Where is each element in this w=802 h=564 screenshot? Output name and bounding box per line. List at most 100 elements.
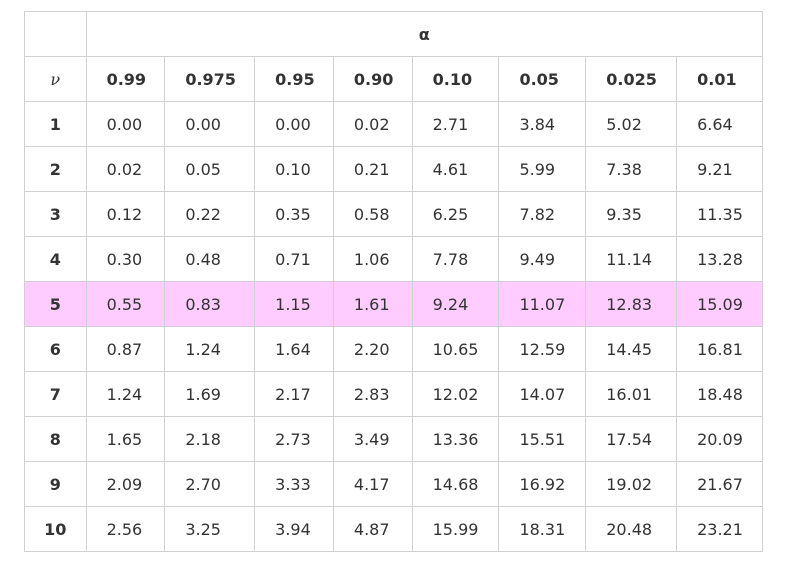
table-cell: 14.45	[585, 326, 678, 372]
table-cell: 2.20	[332, 326, 413, 372]
table-cell: 20.48	[585, 506, 678, 552]
table-cell: 11.14	[585, 236, 678, 282]
table-cell: 15.51	[498, 416, 587, 462]
row-label: 4	[24, 236, 87, 282]
table-cell: 7.78	[411, 236, 500, 282]
table-cell: 16.92	[498, 461, 587, 507]
table-cell: 2.09	[85, 461, 166, 507]
table-cell: 2.71	[411, 101, 500, 147]
table-row: 5 0.55 0.83 1.15 1.61 9.24 11.07 12.83 15.09	[24, 281, 763, 327]
table-cell: 1.61	[332, 281, 413, 327]
table-row: 10 2.56 3.25 3.94 4.87 15.99 18.31 20.48 23.21	[24, 506, 763, 552]
table-row: 4 0.30 0.48 0.71 1.06 7.78 9.49 11.14 13.28	[24, 236, 763, 282]
alpha-header: α	[85, 11, 764, 57]
level-header: 0.95	[254, 56, 334, 102]
table-cell: 3.25	[164, 506, 256, 552]
table-cell: 0.35	[254, 191, 334, 237]
table-body: 1 0.00 0.00 0.00 0.02 2.71 3.84 5.02 6.64 2 0.02 0.…	[24, 101, 763, 552]
alpha-header-row: α	[24, 11, 764, 57]
table-cell: 10.65	[411, 326, 500, 372]
table-cell: 16.01	[585, 371, 678, 417]
table-cell: 1.24	[85, 371, 166, 417]
table-cell: 7.82	[498, 191, 587, 237]
table-cell: 2.83	[332, 371, 413, 417]
table-cell: 0.10	[254, 146, 334, 192]
table-cell: 1.65	[85, 416, 166, 462]
table-cell: 11.07	[498, 281, 587, 327]
level-header: 0.99	[85, 56, 166, 102]
table-cell: 16.81	[676, 326, 763, 372]
table-cell: 0.30	[85, 236, 166, 282]
table-cell: 1.15	[254, 281, 334, 327]
table-cell: 3.84	[498, 101, 587, 147]
table-cell: 14.07	[498, 371, 587, 417]
table-cell: 4.61	[411, 146, 500, 192]
table-cell: 9.24	[411, 281, 500, 327]
table-cell: 5.02	[585, 101, 678, 147]
row-label: 2	[24, 146, 87, 192]
table-cell: 3.49	[332, 416, 413, 462]
table-cell: 1.24	[164, 326, 256, 372]
table-cell: 9.49	[498, 236, 587, 282]
table-cell: 6.64	[676, 101, 763, 147]
table-cell: 0.22	[164, 191, 256, 237]
row-label: 10	[24, 506, 87, 552]
table-cell: 0.00	[85, 101, 166, 147]
level-header: 0.10	[411, 56, 500, 102]
row-label: 1	[24, 101, 87, 147]
table-cell: 0.55	[85, 281, 166, 327]
table-cell: 0.00	[164, 101, 256, 147]
table-cell: 18.31	[498, 506, 587, 552]
table-cell: 23.21	[676, 506, 763, 552]
table-cell: 19.02	[585, 461, 678, 507]
table-cell: 15.99	[411, 506, 500, 552]
table-cell: 9.35	[585, 191, 678, 237]
table-row: 7 1.24 1.69 2.17 2.83 12.02 14.07 16.01 18.48	[24, 371, 763, 417]
table-cell: 3.94	[254, 506, 334, 552]
table-cell: 4.87	[332, 506, 413, 552]
corner-cell	[24, 11, 87, 57]
table-cell: 12.02	[411, 371, 500, 417]
table-cell: 18.48	[676, 371, 763, 417]
table-cell: 0.48	[164, 236, 256, 282]
level-header: 0.05	[498, 56, 587, 102]
table-cell: 2.17	[254, 371, 334, 417]
table-cell: 14.68	[411, 461, 500, 507]
row-label: 8	[24, 416, 87, 462]
table-row: 3 0.12 0.22 0.35 0.58 6.25 7.82 9.35 11.35	[24, 191, 763, 237]
table-cell: 2.73	[254, 416, 334, 462]
table-cell: 3.33	[254, 461, 334, 507]
table-cell: 11.35	[676, 191, 763, 237]
row-label: 9	[24, 461, 87, 507]
table-row: 6 0.87 1.24 1.64 2.20 10.65 12.59 14.45 16.81	[24, 326, 763, 372]
level-header: 0.90	[332, 56, 413, 102]
table-row: 8 1.65 2.18 2.73 3.49 13.36 15.51 17.54 20.09	[24, 416, 763, 462]
row-label: 5	[24, 281, 87, 327]
level-header: 0.01	[676, 56, 763, 102]
table-cell: 17.54	[585, 416, 678, 462]
level-header: 0.025	[585, 56, 678, 102]
table-cell: 0.05	[164, 146, 256, 192]
table-cell: 13.28	[676, 236, 763, 282]
table-row: 1 0.00 0.00 0.00 0.02 2.71 3.84 5.02 6.64	[24, 101, 763, 147]
table-cell: 1.06	[332, 236, 413, 282]
row-label: 7	[24, 371, 87, 417]
table-cell: 5.99	[498, 146, 587, 192]
table-cell: 0.83	[164, 281, 256, 327]
table-cell: 12.83	[585, 281, 678, 327]
table-cell: 21.67	[676, 461, 763, 507]
table-row: 2 0.02 0.05 0.10 0.21 4.61 5.99 7.38 9.21	[24, 146, 763, 192]
row-label: 3	[24, 191, 87, 237]
nu-header: ν	[24, 56, 87, 102]
table-cell: 0.58	[332, 191, 413, 237]
table-cell: 0.00	[254, 101, 334, 147]
table-cell: 0.87	[85, 326, 166, 372]
table-cell: 1.64	[254, 326, 334, 372]
level-header-row: ν 0.99 0.975 0.95 0.90 0.10 0.05 0.025 0…	[24, 56, 763, 102]
row-label: 6	[24, 326, 87, 372]
table-cell: 12.59	[498, 326, 587, 372]
table-cell: 6.25	[411, 191, 500, 237]
table-cell: 0.02	[85, 146, 166, 192]
table-cell: 7.38	[585, 146, 678, 192]
table-cell: 15.09	[676, 281, 763, 327]
